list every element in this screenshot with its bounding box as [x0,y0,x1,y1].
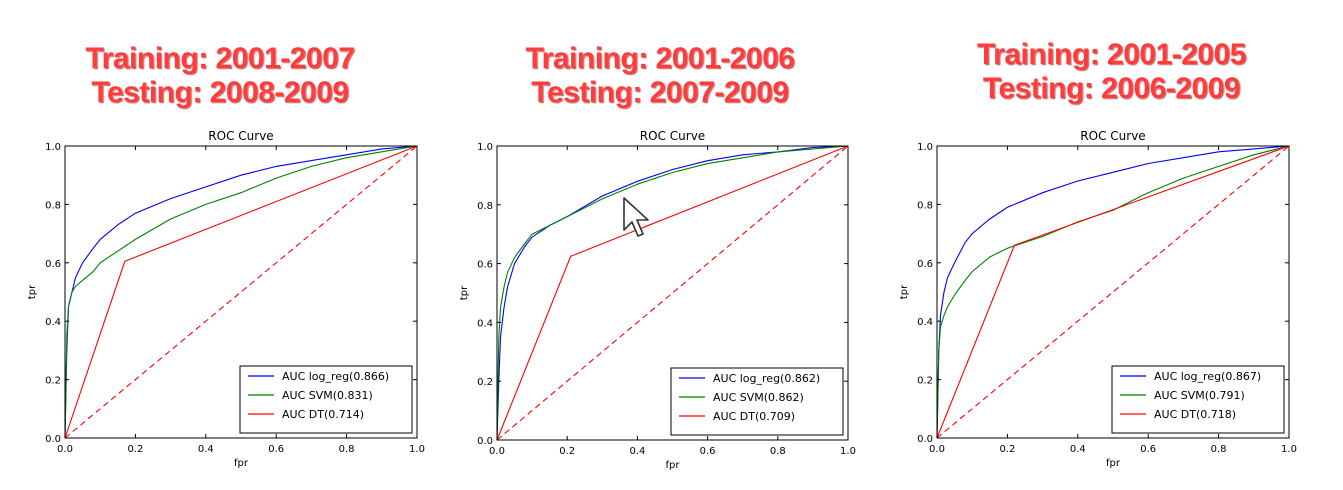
headline-1: Training: 2001-2007 Testing: 2008-2009 [0,42,440,110]
x-tick-label: 0.2 [127,444,143,455]
series-line-2 [936,145,1290,439]
x-tick-label: 0.0 [57,444,73,455]
chance-diagonal-line [936,145,1290,439]
series-line-2 [496,145,849,441]
y-tick-label: 0.8 [477,201,493,212]
headline-3: Training: 2001-2005 Testing: 2006-2009 [880,38,1343,106]
chance-diagonal-line [64,145,418,439]
series-line-2 [64,145,418,439]
legend-entry: AUC DT(0.718) [1154,408,1236,421]
x-axis-label: fpr [1106,458,1121,469]
series-line-0 [936,145,1290,439]
legend-entry: AUC log_reg(0.862) [713,372,820,385]
x-tick-label: 0.2 [999,444,1015,455]
x-tick-label: 0.6 [268,444,284,455]
x-tick-label: 0.6 [1140,444,1156,455]
x-axis-label: fpr [666,460,681,471]
legend: AUC log_reg(0.867) AUC SVM(0.791) AUC DT(0… [1111,365,1285,434]
roc-chart-3: ROC Curve 0.0 0.2 0.4 0.6 0.8 1.0 0.0 0.2 0.4 0.6 0… [899,129,1297,469]
series-line-1 [936,145,1290,439]
y-tick-label: 0.6 [477,260,493,271]
training-label: Training: 2001-2005 [977,38,1246,71]
x-tick-label: 0.4 [198,444,214,455]
y-tick-label: 0.2 [477,377,493,388]
y-axis-label: tpr [27,284,38,299]
x-tick-label: 1.0 [409,444,425,455]
roc-panel-1: Training: 2001-2007 Testing: 2008-2009 R… [0,0,440,490]
y-tick-label: 0.6 [45,259,61,270]
roc-chart-1: ROC Curve 0.0 0.2 0.4 0.6 0.8 1.0 0.0 0.2 0.4 0.6 0… [27,129,425,469]
chance-diagonal-line [496,145,849,441]
y-tick-label: 1.0 [45,142,61,153]
headline-2: Training: 2001-2006 Testing: 2007-2009 [440,42,880,110]
plot-frame [936,145,1290,439]
legend-entry: AUC DT(0.709) [713,410,795,423]
training-label: Training: 2001-2006 [525,42,795,75]
roc-panel-3: Training: 2001-2005 Testing: 2006-2009 R… [880,0,1343,490]
y-tick-label: 1.0 [917,142,933,153]
legend-box [670,367,844,436]
legend-box [1111,365,1285,434]
y-tick-label: 0.0 [917,434,933,445]
y-tick-label: 0.4 [477,318,493,329]
plot-frame [64,145,418,439]
legend: AUC log_reg(0.862) AUC SVM(0.862) AUC DT(0… [670,367,844,436]
x-axis-label: fpr [234,458,249,469]
x-tick-label: 0.2 [559,446,575,457]
y-tick-label: 0.2 [45,376,61,387]
mouse-cursor-icon [623,197,649,237]
legend-box [239,365,413,434]
x-tick-label: 1.0 [840,446,856,457]
y-tick-label: 0.8 [917,200,933,211]
legend-entry: AUC log_reg(0.867) [1154,370,1261,383]
x-tick-label: 0.8 [339,444,355,455]
y-tick-label: 0.0 [477,436,493,447]
chart-title: ROC Curve [640,129,705,143]
y-tick-label: 0.0 [45,434,61,445]
x-tick-label: 0.0 [929,444,945,455]
y-tick-label: 0.2 [917,376,933,387]
training-label: Training: 2001-2007 [85,42,355,75]
plot-frame [496,145,849,441]
legend-entry: AUC DT(0.714) [282,408,364,421]
testing-label: Testing: 2007-2009 [531,76,789,109]
chart-title: ROC Curve [1080,129,1145,143]
series-line-1 [64,145,418,439]
legend-entry: AUC log_reg(0.866) [282,370,389,383]
y-tick-label: 0.8 [45,200,61,211]
y-axis-label: tpr [459,285,470,300]
chart-title: ROC Curve [208,129,273,143]
legend-entry: AUC SVM(0.791) [1154,389,1245,402]
x-tick-label: 0.6 [700,446,716,457]
roc-chart-2: ROC Curve 0.0 0.2 0.4 0.6 0.8 1.0 0.0 0.2 0.4 0.6 0… [459,129,856,471]
y-tick-label: 0.4 [917,317,933,328]
legend-entry: AUC SVM(0.862) [713,391,804,404]
series-line-1 [496,145,849,441]
testing-label: Testing: 2008-2009 [91,76,349,109]
y-tick-label: 0.4 [45,317,61,328]
y-tick-label: 1.0 [477,142,493,153]
testing-label: Testing: 2006-2009 [982,72,1241,105]
y-axis-label: tpr [899,284,910,299]
x-tick-label: 0.4 [1070,444,1086,455]
x-tick-label: 0.0 [489,446,505,457]
x-tick-label: 0.8 [1211,444,1227,455]
roc-panel-2: Training: 2001-2006 Testing: 2007-2009 R… [440,0,880,490]
x-tick-label: 0.4 [629,446,645,457]
x-tick-label: 1.0 [1281,444,1297,455]
legend: AUC log_reg(0.866) AUC SVM(0.831) AUC DT(0… [239,365,413,434]
y-tick-label: 0.6 [917,259,933,270]
x-tick-label: 0.8 [770,446,786,457]
legend-entry: AUC SVM(0.831) [282,389,373,402]
